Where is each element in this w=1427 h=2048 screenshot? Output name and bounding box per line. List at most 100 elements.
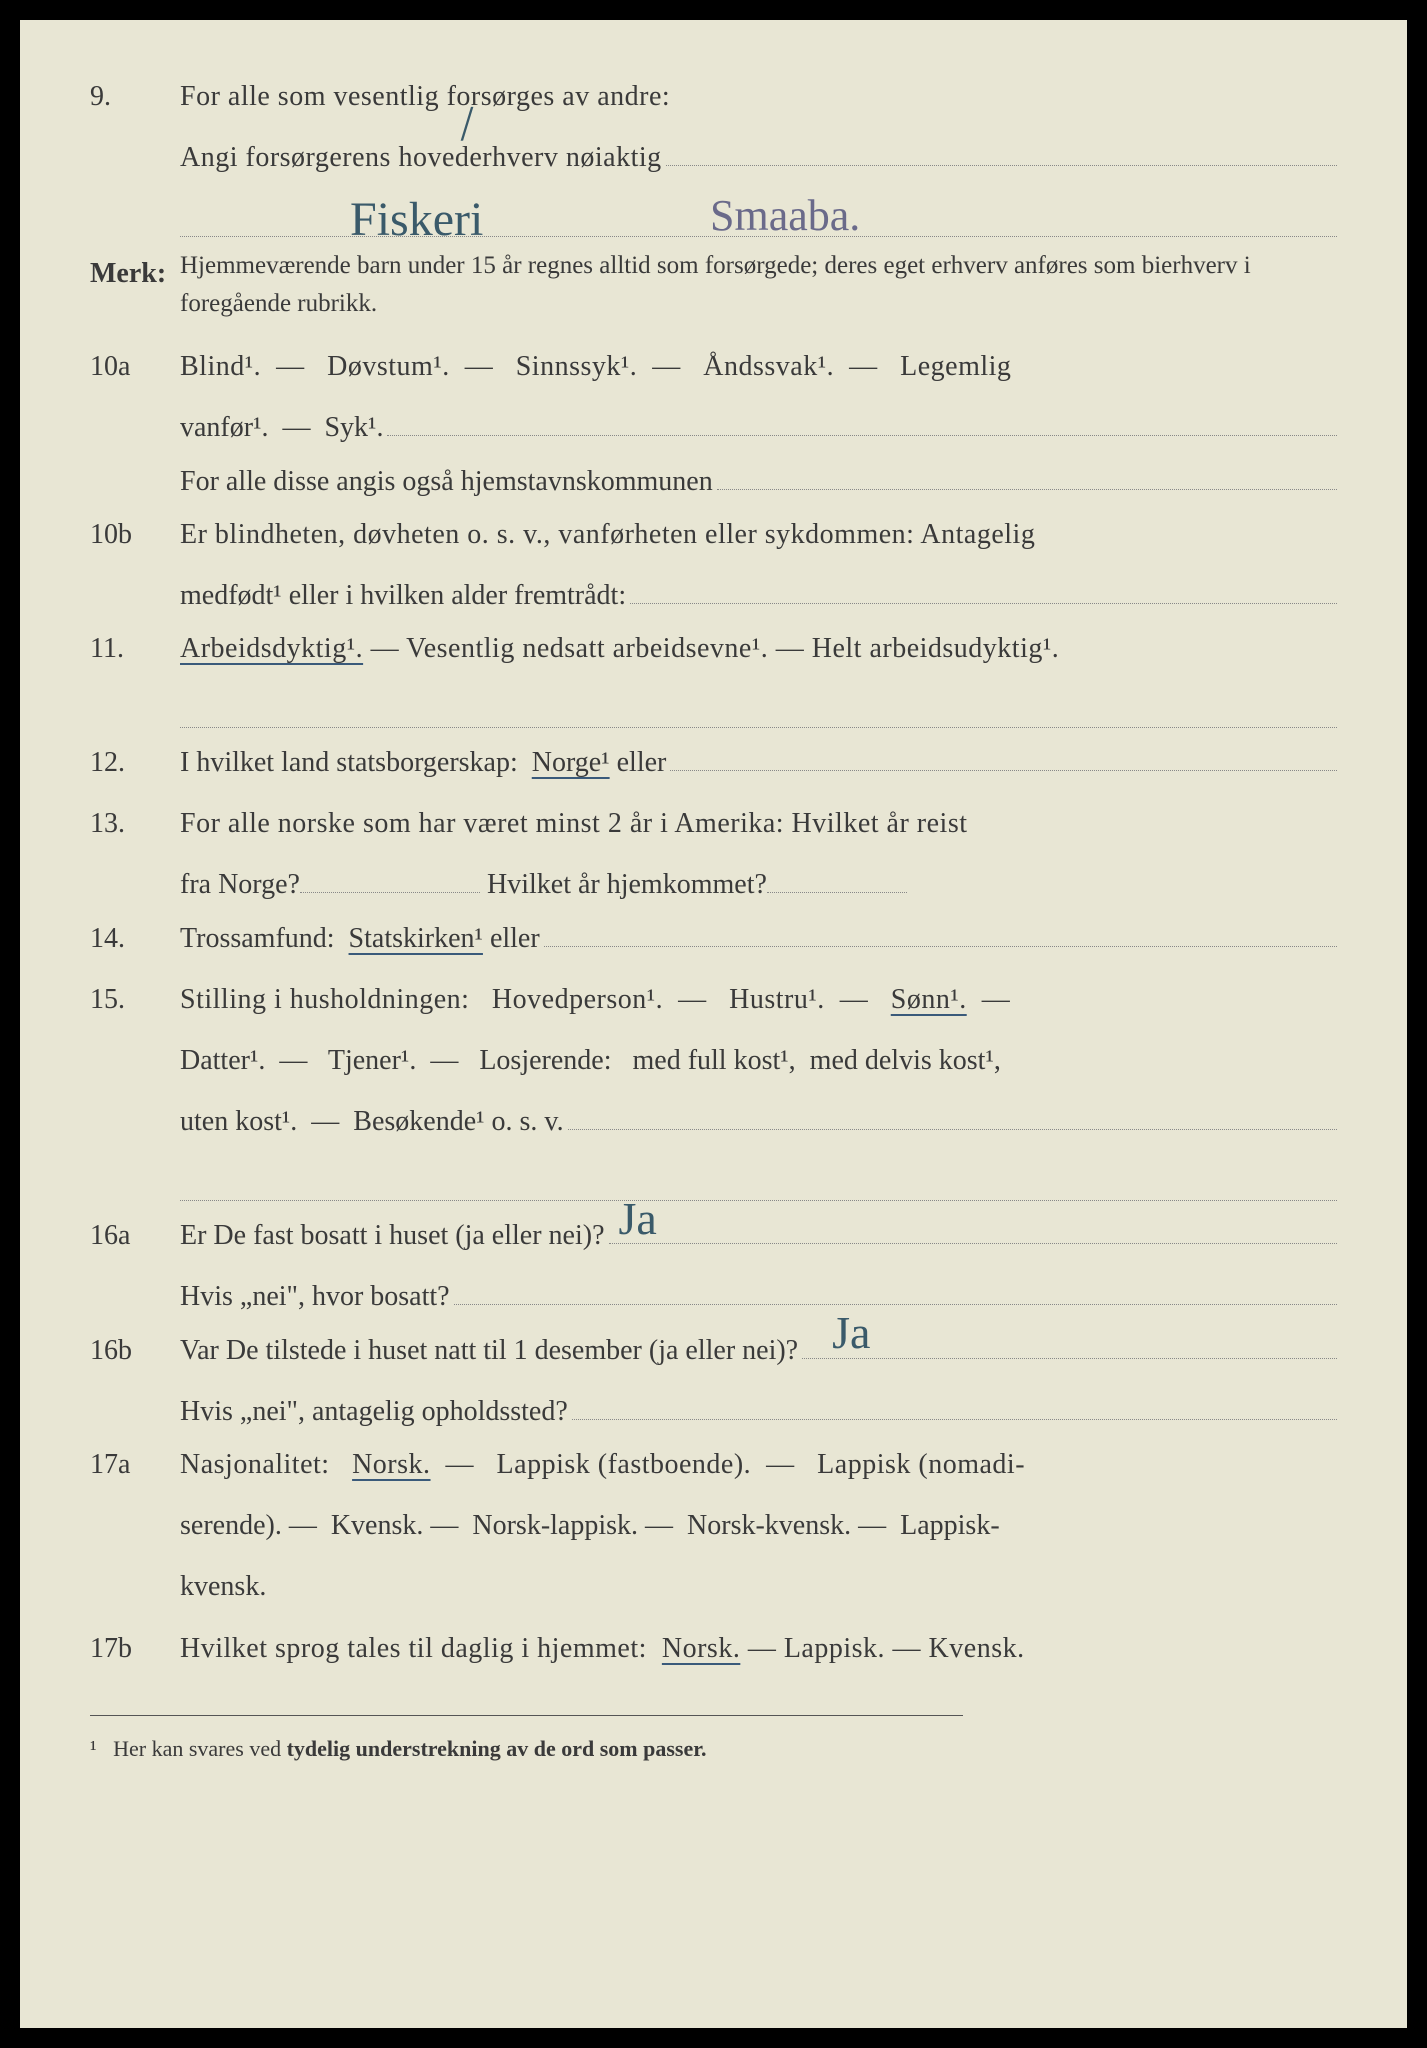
q15-blank-2 — [180, 1156, 1337, 1201]
q9-handwritten-answer-1: Fiskeri — [350, 174, 483, 265]
q16b-q: Var De tilstede i huset natt til 1 desem… — [180, 1324, 798, 1377]
q12-post: eller — [617, 736, 667, 789]
question-17a-line2: serende). — Kvensk. — Norsk-lappisk. — N… — [90, 1499, 1337, 1552]
q13-blank-2 — [767, 860, 907, 894]
q11-blank — [180, 683, 1337, 728]
q10a-opt-vanfor: vanfør¹. — [180, 401, 268, 454]
q16a-q: Er De fast bosatt i huset (ja eller nei)… — [180, 1209, 605, 1262]
census-form-page: 9. For alle som vesentlig forsørges av a… — [20, 20, 1407, 2028]
question-17a-line1: 17a Nasjonalitet: Norsk. — Lappisk (fast… — [90, 1438, 1337, 1491]
q10a-blank — [387, 403, 1337, 437]
footnote-marker: ¹ — [90, 1736, 97, 1761]
q12-blank — [670, 738, 1337, 772]
q14-content: Trossamfund: Statskirken¹ eller — [180, 912, 1337, 965]
q17a-opt-lappisk-fast: Lappisk (fastboende). — [497, 1449, 752, 1480]
q16a-handwritten-answer: Ja — [619, 1175, 657, 1262]
footnote: ¹ Her kan svares ved tydelig understrekn… — [90, 1715, 963, 1770]
q17b-number: 17b — [90, 1622, 180, 1675]
q12-number: 12. — [90, 736, 180, 789]
question-16b-line2: Hvis „nei", antagelig opholdssted? — [90, 1385, 1337, 1438]
q15-opt-hovedperson: Hovedperson¹. — [492, 984, 663, 1015]
q17b-pre: Hvilket sprog tales til daglig i hjemmet… — [180, 1633, 647, 1664]
q10a-opt-legemlig: Legemlig — [900, 351, 1011, 382]
q17a-opt-lappisk-nomadi: Lappisk (nomadi- — [817, 1449, 1025, 1480]
q17a-opt-kvensk2: kvensk. — [180, 1571, 266, 1602]
q11-number: 11. — [90, 622, 180, 675]
q13-text2b: Hvilket år hjemkommet? — [487, 858, 767, 911]
q15-opt-fullkost: med full kost¹, — [633, 1045, 796, 1076]
q15-blank-1 — [568, 1097, 1337, 1131]
footnote-pre: Her kan svares ved — [113, 1736, 287, 1761]
q9-text1: For alle som vesentlig forsørges av andr… — [180, 70, 1337, 123]
q16a-blank-2 — [454, 1272, 1337, 1306]
q11-opt-udyktig: Helt arbeidsudyktig¹. — [812, 633, 1060, 664]
q12-content: I hvilket land statsborgerskap: Norge¹ e… — [180, 736, 1337, 789]
q16a-number: 16a — [90, 1209, 180, 1262]
merk-note: Merk: Hjemmeværende barn under 15 år reg… — [90, 247, 1337, 322]
question-10a-line3: For alle disse angis også hjemstavnskomm… — [90, 455, 1337, 508]
q17a-opt-norsk: Norsk. — [352, 1449, 430, 1480]
question-10a-line2: vanfør¹. — Syk¹. — [90, 401, 1337, 454]
question-10b-line1: 10b Er blindheten, døvheten o. s. v., va… — [90, 508, 1337, 561]
question-9-block: 9. For alle som vesentlig forsørges av a… — [90, 70, 1337, 237]
question-16b-line1: 16b Var De tilstede i huset natt til 1 d… — [90, 1324, 1337, 1377]
q10a-number: 10a — [90, 340, 180, 393]
q15-opt-tjener: Tjener¹. — [328, 1045, 416, 1076]
q17b-opt-lappisk: Lappisk. — [784, 1633, 885, 1664]
q16b-line2: Hvis „nei", antagelig opholdssted? — [180, 1385, 568, 1438]
q10a-options-line1: Blind¹. — Døvstum¹. — Sinnssyk¹. — Åndss… — [180, 340, 1337, 393]
q15-opt-delviskost: med delvis kost¹, — [810, 1045, 1001, 1076]
footnote-bold: tydelig understrekning av de ord som pas… — [287, 1736, 707, 1761]
q14-number: 14. — [90, 912, 180, 965]
question-12: 12. I hvilket land statsborgerskap: Norg… — [90, 736, 1337, 789]
q16a-content: Er De fast bosatt i huset (ja eller nei)… — [180, 1209, 1337, 1262]
q11-opt-nedsatt: Vesentlig nedsatt arbeidsevne¹. — [406, 633, 768, 664]
q10a-opt-andssvak: Åndssvak¹. — [703, 351, 834, 382]
q15-line1: Stilling i husholdningen: Hovedperson¹. … — [180, 973, 1337, 1026]
q17b-opt-norsk: Norsk. — [662, 1633, 740, 1664]
q10a-text3: For alle disse angis også hjemstavnskomm… — [180, 455, 713, 508]
q17a-opt-kvensk: Kvensk. — [331, 1510, 424, 1541]
q16a-line2: Hvis „nei", hvor bosatt? — [180, 1270, 450, 1323]
q16b-number: 16b — [90, 1324, 180, 1377]
q10a-opt-blind: Blind¹. — [180, 351, 261, 382]
q15-opt-utenkost: uten kost¹. — [180, 1095, 297, 1148]
q17a-opt-norsklappisk: Norsk-lappisk. — [472, 1510, 638, 1541]
question-17b: 17b Hvilket sprog tales til daglig i hje… — [90, 1622, 1337, 1675]
q14-blank — [544, 913, 1337, 947]
q15-opt-sonn: Sønn¹. — [891, 984, 967, 1015]
question-11: 11. Arbeidsdyktig¹. — Vesentlig nedsatt … — [90, 622, 1337, 675]
q10a-opt-dovstum: Døvstum¹. — [327, 351, 450, 382]
q9-blank-1 — [666, 133, 1337, 167]
q15-pre: Stilling i husholdningen: — [180, 984, 469, 1015]
q13-blank-1 — [300, 860, 480, 894]
question-15-line2: Datter¹. — Tjener¹. — Losjerende: med fu… — [90, 1034, 1337, 1087]
q15-opt-datter: Datter¹. — [180, 1045, 265, 1076]
question-13-line1: 13. For alle norske som har været minst … — [90, 797, 1337, 850]
question-10a-line1: 10a Blind¹. — Døvstum¹. — Sinnssyk¹. — Å… — [90, 340, 1337, 393]
merk-label: Merk: — [90, 247, 180, 300]
q14-opt-statskirken: Statskirken¹ — [349, 912, 483, 965]
q10b-text2: medfødt¹ eller i hvilken alder fremtrådt… — [180, 569, 626, 622]
q11-opt-arbeidsdyktig: Arbeidsdyktig¹. — [180, 633, 363, 664]
q10b-number: 10b — [90, 508, 180, 561]
q13-number: 13. — [90, 797, 180, 850]
q15-opt-hustru: Hustru¹. — [729, 984, 825, 1015]
question-16a-line2: Hvis „nei", hvor bosatt? — [90, 1270, 1337, 1323]
q16b-handwritten-answer: Ja — [832, 1289, 870, 1376]
q17b-content: Hvilket sprog tales til daglig i hjemmet… — [180, 1622, 1337, 1675]
question-14: 14. Trossamfund: Statskirken¹ eller — [90, 912, 1337, 965]
q10a-opt-syk: Syk¹. — [324, 401, 383, 454]
q9-handwritten-answer-2: Smaaba. — [710, 174, 860, 258]
q10a-opt-sinnssyk: Sinnssyk¹. — [516, 351, 638, 382]
question-10b-line2: medfødt¹ eller i hvilken alder fremtrådt… — [90, 569, 1337, 622]
question-16a-line1: 16a Er De fast bosatt i huset (ja eller … — [90, 1209, 1337, 1262]
q15-losjerende: Losjerende: — [479, 1045, 611, 1076]
question-17a-line3: kvensk. — [90, 1560, 1337, 1613]
q17a-opt-lappiskkvensk: Lappisk- — [900, 1510, 1000, 1541]
question-15-line3: uten kost¹. — Besøkende¹ o. s. v. — [90, 1095, 1337, 1148]
q12-opt-norge: Norge¹ — [532, 736, 610, 789]
q14-pre: Trossamfund: — [180, 912, 335, 965]
q9-number: 9. — [90, 70, 180, 123]
q10a-blank-2 — [717, 456, 1337, 490]
